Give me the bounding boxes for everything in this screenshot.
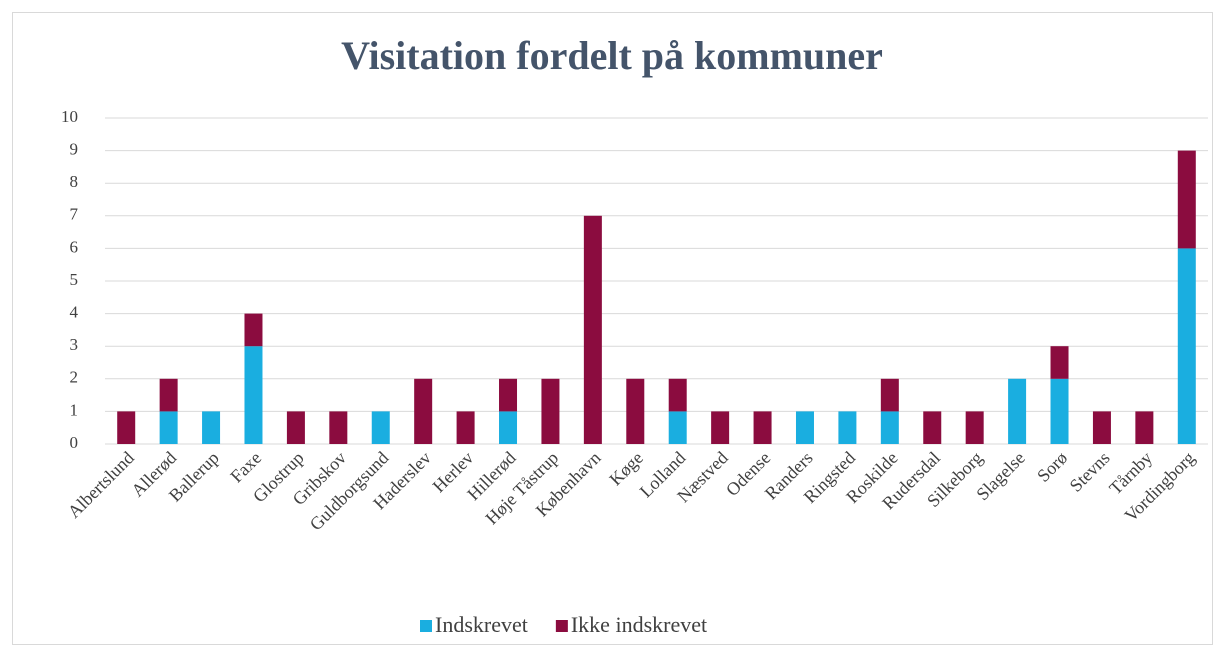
bar-segment [541,378,560,444]
bar-segment [117,411,136,444]
bar-segment [286,411,305,444]
y-tick-label: 0 [70,433,79,452]
y-tick-label: 1 [70,400,79,419]
bar-segment [1177,248,1196,444]
legend-swatch [555,620,568,632]
bar-segment [499,378,518,412]
y-tick-label: 5 [70,270,79,289]
y-tick-label: 3 [70,335,79,354]
bar-segment [583,215,602,444]
bar-segment [1008,378,1027,444]
bar-segment [923,411,942,444]
bar-segment [668,378,687,412]
bar-segment [202,411,221,444]
y-tick-label: 8 [70,172,79,191]
bar-segment [329,411,348,444]
legend-swatch [420,620,432,632]
bar-segment [626,378,645,444]
y-tick-label: 9 [70,140,79,159]
bar-segment [159,411,178,444]
y-tick-label: 2 [70,368,79,387]
bar-segment [1050,378,1069,444]
bar-segment [371,411,390,444]
chart-border [12,12,1213,645]
bar-segment [244,313,263,347]
bar-segment [1135,411,1154,444]
legend-label: Ikke indskrevet [571,612,707,637]
bar-segment [456,411,475,444]
bar-segment [1092,411,1111,444]
bar-segment [159,378,178,412]
bar-segment [414,378,433,444]
bar-segment [668,411,687,444]
bar-segment [753,411,772,444]
bar-segment [1177,150,1196,249]
bar-segment [880,411,899,444]
y-tick-label: 4 [70,303,79,322]
y-tick-label: 10 [61,107,78,126]
y-tick-label: 6 [70,237,79,256]
bar-segment [880,378,899,412]
bar-segment [838,411,857,444]
legend-label: Indskrevet [435,612,528,637]
bar-segment [244,346,263,444]
chart-title: Visitation fordelt på kommuner [341,33,883,78]
bar-segment [499,411,518,444]
bar-segment [711,411,730,444]
bar-segment [1050,346,1069,379]
bar-segment [795,411,814,444]
y-tick-label: 7 [70,205,79,224]
bar-segment [965,411,984,444]
